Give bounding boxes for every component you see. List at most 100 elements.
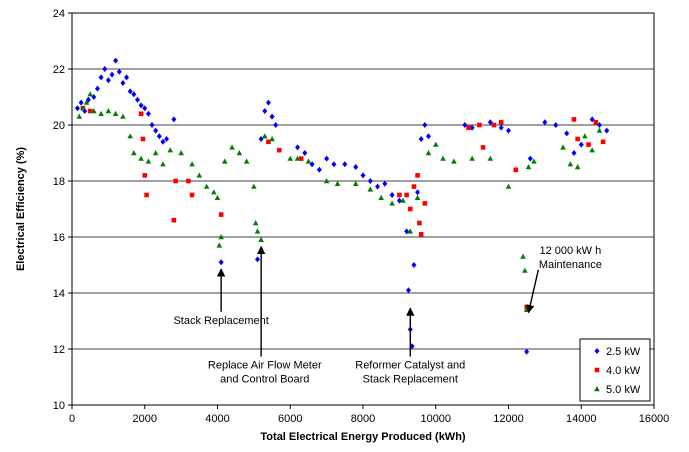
- data-point: [127, 88, 133, 95]
- data-point: [298, 156, 304, 161]
- data-point: [153, 127, 159, 134]
- data-point: [138, 155, 144, 161]
- data-point: [353, 164, 359, 170]
- data-point: [480, 145, 486, 150]
- data-point: [98, 74, 104, 81]
- data-point: [131, 91, 137, 98]
- data-point: [574, 164, 581, 170]
- annotation-text: Maintenance: [539, 259, 602, 271]
- data-point: [417, 220, 422, 226]
- data-point: [145, 110, 151, 117]
- data-point: [105, 77, 111, 84]
- y-tick-label: 12: [53, 344, 65, 356]
- data-point: [229, 144, 235, 150]
- data-point: [269, 136, 275, 142]
- data-point: [367, 178, 373, 184]
- data-point: [138, 111, 144, 117]
- data-point: [196, 172, 203, 178]
- data-point: [266, 139, 271, 145]
- data-point: [600, 139, 606, 145]
- data-point: [589, 147, 595, 153]
- data-point: [109, 71, 115, 78]
- data-point: [127, 133, 133, 139]
- data-point: [596, 127, 603, 133]
- data-point: [425, 133, 431, 140]
- data-point: [149, 122, 155, 128]
- data-point: [87, 91, 93, 97]
- data-point: [171, 116, 177, 123]
- annotation-text: Stack Replacement: [363, 374, 458, 386]
- data-point: [91, 108, 97, 114]
- y-tick-label: 14: [53, 288, 65, 300]
- legend-label: 4.0 kW: [606, 365, 641, 377]
- data-point: [466, 125, 471, 131]
- legend: 2.5 kW 4.0 kW 5.0 kW: [579, 338, 651, 402]
- data-point: [116, 68, 122, 75]
- data-point: [415, 189, 421, 196]
- data-point: [405, 287, 411, 294]
- annotation-text: Replace Air Flow Meter: [208, 360, 322, 372]
- data-point: [520, 253, 526, 259]
- y-tick-label: 16: [53, 232, 65, 244]
- data-point: [352, 180, 359, 186]
- data-point: [178, 150, 184, 156]
- data-point: [375, 183, 381, 190]
- data-point: [295, 144, 301, 151]
- data-point: [487, 119, 493, 126]
- data-point: [138, 102, 144, 109]
- data-point: [261, 133, 268, 139]
- data-point: [258, 136, 264, 142]
- data-point: [273, 122, 279, 128]
- data-point: [189, 192, 195, 198]
- data-point: [571, 117, 577, 122]
- annotation-text: Reformer Catalyst and: [355, 360, 465, 372]
- data-point: [186, 178, 191, 184]
- data-point: [411, 184, 417, 189]
- data-point: [145, 158, 152, 164]
- legend-marker: [594, 348, 600, 354]
- data-point: [411, 262, 417, 268]
- data-point: [251, 183, 257, 189]
- data-point: [586, 142, 591, 147]
- data-point: [323, 178, 330, 184]
- data-point: [167, 147, 174, 153]
- data-point: [542, 119, 548, 126]
- data-point: [214, 194, 221, 200]
- data-point: [404, 192, 409, 198]
- annotation: Stack Replacement: [173, 268, 269, 327]
- data-point: [164, 136, 170, 142]
- data-point: [324, 155, 330, 162]
- data-point: [469, 124, 475, 131]
- y-tick-label: 22: [53, 64, 65, 76]
- data-point: [262, 108, 268, 114]
- data-point: [221, 158, 228, 164]
- data-point: [367, 186, 374, 192]
- data-points: [74, 57, 610, 355]
- x-tick-label: 2000: [133, 413, 157, 425]
- data-point: [171, 217, 177, 223]
- annotation-text: and Control Board: [220, 374, 309, 386]
- data-point: [120, 113, 126, 119]
- data-point: [531, 158, 537, 164]
- data-point: [575, 136, 580, 142]
- data-point: [156, 133, 162, 140]
- data-point: [432, 141, 439, 147]
- data-point: [378, 194, 384, 200]
- data-point: [414, 194, 421, 200]
- data-point: [389, 192, 395, 198]
- x-tick-label: 14000: [566, 413, 597, 425]
- series-2-5-kw: [74, 57, 610, 355]
- data-point: [571, 150, 577, 156]
- annotation-arrow: [526, 269, 540, 314]
- data-point: [80, 105, 86, 111]
- data-point: [144, 192, 149, 198]
- data-point: [258, 236, 264, 242]
- data-point: [76, 113, 83, 119]
- data-point: [422, 201, 428, 206]
- y-tick-label: 20: [53, 120, 65, 132]
- legend-label: 2.5 kW: [606, 346, 641, 358]
- data-point: [564, 130, 570, 137]
- data-point: [160, 138, 166, 145]
- data-point: [102, 66, 108, 72]
- data-point: [218, 212, 224, 217]
